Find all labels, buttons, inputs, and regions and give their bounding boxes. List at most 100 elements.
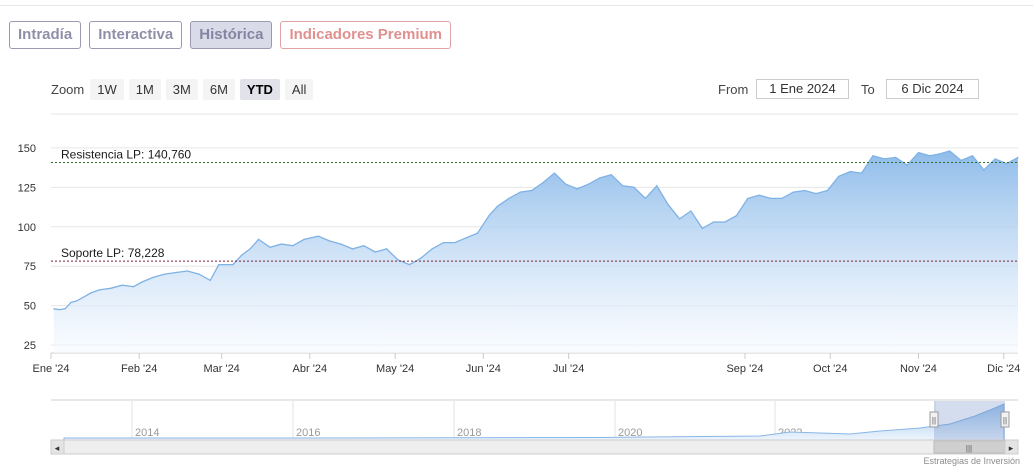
data-point xyxy=(758,194,760,196)
chart-credit: Estrategias de Inversión xyxy=(923,456,1020,466)
data-point xyxy=(1017,156,1019,158)
data-point xyxy=(465,237,467,239)
data-point xyxy=(70,301,72,304)
zoom-3m-button[interactable]: 3M xyxy=(165,79,198,100)
x-tick-label: Jun '24 xyxy=(466,363,501,375)
x-tick-label: Dic '24 xyxy=(987,363,1020,375)
data-point xyxy=(917,152,920,154)
data-point xyxy=(826,189,829,192)
data-point xyxy=(496,205,499,207)
x-tick-label: May '24 xyxy=(376,363,414,375)
data-point xyxy=(994,158,996,160)
scrollbar-right-arrow-icon: ▸ xyxy=(1009,443,1014,453)
navigator-year-label: 2016 xyxy=(296,427,320,439)
scrollbar-left-arrow-icon: ◂ xyxy=(55,443,60,453)
zoom-1w-button[interactable]: 1W xyxy=(90,79,124,100)
x-tick-label: Abr '24 xyxy=(293,363,328,375)
data-point xyxy=(454,242,456,244)
data-point xyxy=(303,238,305,240)
to-date-input[interactable]: 6 Dic 2024 xyxy=(886,79,979,99)
x-tick-label: Oct '24 xyxy=(813,363,848,375)
price-area xyxy=(53,151,1019,353)
data-point xyxy=(983,169,985,171)
data-point xyxy=(232,264,234,266)
x-tick-label: Ene '24 xyxy=(33,363,70,375)
view-tabs: Intradía Interactiva Histórica Indicador… xyxy=(9,21,459,49)
navigator-left-handle[interactable] xyxy=(929,411,939,428)
data-point xyxy=(667,204,669,206)
data-point xyxy=(960,159,962,162)
data-point xyxy=(477,232,479,234)
data-point xyxy=(781,197,783,199)
data-point xyxy=(929,155,931,157)
data-point xyxy=(431,248,433,250)
y-tick-label: 50 xyxy=(24,301,36,313)
navigator-year-label: 2018 xyxy=(457,427,481,439)
data-point xyxy=(218,264,220,266)
data-point xyxy=(804,189,806,192)
data-point xyxy=(565,183,567,185)
navigator-right-handle[interactable] xyxy=(1000,411,1010,428)
data-point xyxy=(258,238,260,240)
zoom-6m-button[interactable]: 6M xyxy=(202,79,235,100)
zoom-all-button[interactable]: All xyxy=(284,79,314,100)
data-point xyxy=(90,292,92,294)
top-divider xyxy=(0,5,1033,6)
navigator-year-label: 2014 xyxy=(135,427,159,439)
data-point xyxy=(152,276,154,278)
y-axis: 25 50 75 100 125 150 xyxy=(18,143,36,352)
x-tick-label: Nov '24 xyxy=(900,363,937,375)
scrollbar-right-button[interactable] xyxy=(1004,439,1019,455)
data-point xyxy=(937,153,940,155)
data-point xyxy=(861,172,863,174)
data-point xyxy=(292,245,294,247)
data-point xyxy=(883,158,885,160)
navigator-year-label: 2020 xyxy=(618,427,642,439)
zoom-1m-button[interactable]: 1M xyxy=(128,79,161,100)
data-point xyxy=(508,197,510,199)
data-point xyxy=(209,279,211,281)
x-tick-label: Mar '24 xyxy=(203,363,239,375)
data-point xyxy=(610,174,612,176)
tab-interactiva[interactable]: Interactiva xyxy=(89,21,183,49)
data-point xyxy=(132,286,135,288)
data-point xyxy=(949,150,951,152)
data-point xyxy=(141,281,143,283)
data-point xyxy=(656,185,658,187)
data-point xyxy=(317,235,319,237)
data-point xyxy=(198,273,200,275)
data-point xyxy=(58,309,61,311)
data-point xyxy=(531,189,533,192)
data-point xyxy=(64,308,66,310)
data-point xyxy=(587,183,590,185)
data-point xyxy=(644,197,647,199)
navigator-right-handle-grip: || xyxy=(1003,416,1007,425)
data-point xyxy=(363,245,365,247)
data-point xyxy=(340,243,342,245)
resistance-line-label: Resistencia LP: 140,760 xyxy=(61,147,191,161)
y-tick-label: 125 xyxy=(18,182,36,194)
zoom-ytd-button[interactable]: YTD xyxy=(239,79,280,100)
navigator-selection[interactable] xyxy=(934,401,1005,440)
data-point xyxy=(329,240,331,242)
tab-historica[interactable]: Histórica xyxy=(190,21,273,49)
data-point xyxy=(906,164,908,166)
navigator-series xyxy=(63,403,1005,441)
from-label: From xyxy=(718,82,749,97)
data-point xyxy=(895,156,897,158)
navigator-left-handle-grip: || xyxy=(932,416,936,425)
data-point xyxy=(374,251,376,253)
from-date-input[interactable]: 1 Ene 2024 xyxy=(756,79,849,99)
data-point xyxy=(488,215,490,217)
tab-intradia[interactable]: Intradía xyxy=(9,21,82,49)
data-point xyxy=(397,259,399,261)
data-point xyxy=(164,273,166,275)
scrollbar-left-button[interactable] xyxy=(50,439,65,455)
tab-indicadores-premium[interactable]: Indicadores Premium xyxy=(280,21,451,49)
data-point xyxy=(386,248,388,250)
navigator-scrollbar[interactable] xyxy=(50,439,1019,455)
data-point xyxy=(1006,163,1008,165)
x-axis: Ene '24 Feb '24 Mar '24 Abr '24 May '24 Jun '… xyxy=(33,353,1020,375)
data-point xyxy=(76,300,78,302)
